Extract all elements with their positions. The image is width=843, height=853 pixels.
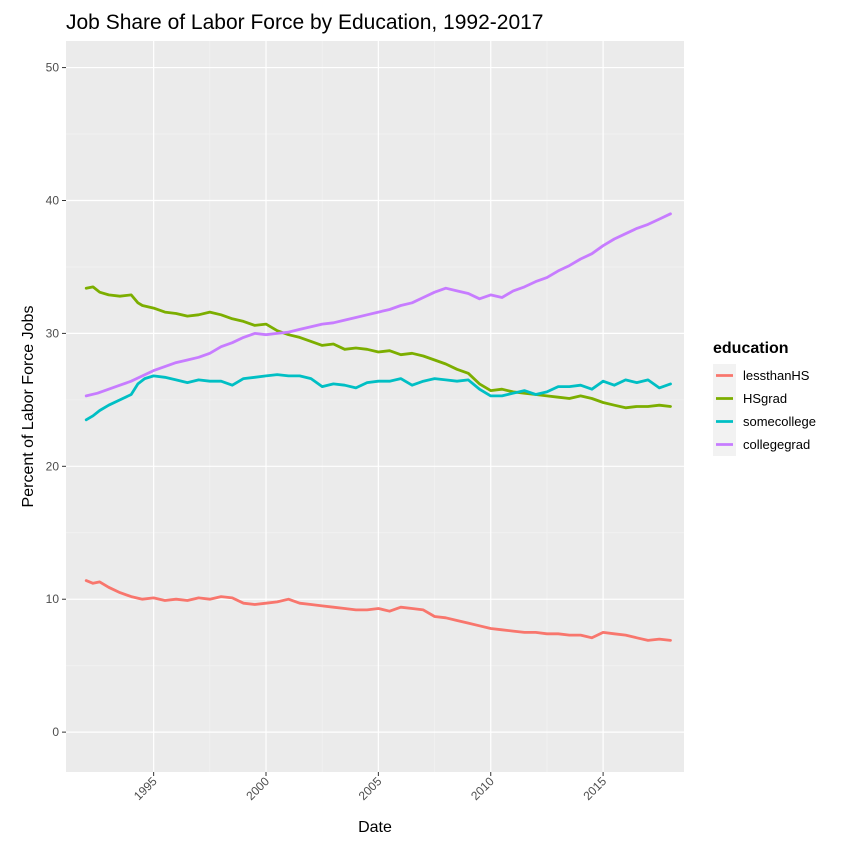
x-tick-label: 1995: [131, 774, 160, 803]
legend-label: HSgrad: [743, 391, 787, 406]
x-tick-label: 2005: [356, 774, 385, 803]
y-tick-label: 30: [46, 326, 60, 340]
y-axis-title: Percent of Labor Force Jobs: [20, 306, 37, 508]
legend-title: education: [713, 340, 789, 357]
y-tick-label: 0: [52, 725, 59, 739]
series-line-somecollege: [84, 373, 672, 422]
y-tick-label: 50: [46, 61, 60, 75]
x-axis-title: Date: [358, 819, 392, 836]
y-tick-label: 20: [46, 459, 60, 473]
minor-gridlines: [66, 41, 684, 772]
legend-label: collegegrad: [743, 437, 810, 452]
x-tick-label: 2000: [243, 774, 272, 803]
x-tick-label: 2010: [468, 774, 497, 803]
plot-panel: [66, 41, 684, 772]
series-line-lessthanHS: [84, 579, 672, 642]
y-axis: 0 10 20 30 40 50: [46, 61, 66, 739]
legend: education lessthanHS HSgrad somecollege col…: [713, 340, 816, 456]
legend-label: somecollege: [743, 414, 816, 429]
y-tick-label: 40: [46, 193, 60, 207]
chart-title: Job Share of Labor Force by Education, 1…: [66, 11, 543, 34]
series-line-HSgrad: [84, 285, 672, 410]
series-lines: [84, 212, 672, 642]
x-tick-label: 2015: [580, 774, 609, 803]
x-axis: 1995 2000 2005 2010 2015: [131, 772, 609, 803]
series-line-collegegrad: [84, 212, 672, 398]
y-tick-label: 10: [46, 592, 60, 606]
legend-label: lessthanHS: [743, 368, 810, 383]
